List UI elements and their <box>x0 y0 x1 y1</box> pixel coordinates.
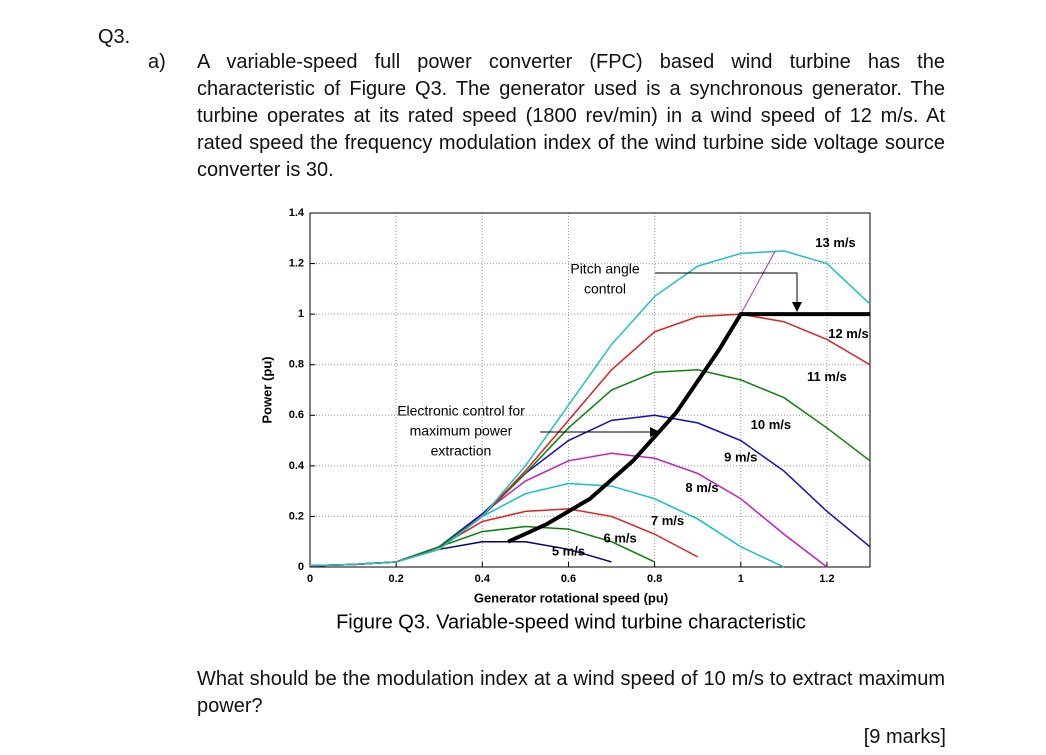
annotation: extraction <box>431 443 492 459</box>
question-text: A variable-speed full power converter (F… <box>197 51 945 181</box>
chart: Generator rotational speed (pu) Power (p… <box>259 207 871 633</box>
marks: [9 marks] <box>863 726 946 748</box>
y-tick-label: 1 <box>298 308 304 320</box>
arrowhead <box>650 427 660 437</box>
x-tick-label: 0.8 <box>647 573 662 585</box>
figure-caption: Figure Q3. Variable-speed wind turbine c… <box>336 611 806 633</box>
series-label: 7 m/s <box>651 513 684 528</box>
arrowhead <box>792 302 802 312</box>
annotation: control <box>584 281 626 297</box>
series-label: 6 m/s <box>604 531 637 546</box>
x-axis-label: Generator rotational speed (pu) <box>474 590 668 605</box>
y-axis-label: Power (pu) <box>259 356 274 423</box>
series-label: 12 m/s <box>828 326 868 341</box>
y-tick-label: 1.4 <box>289 207 305 219</box>
series-label: 8 m/s <box>685 480 718 495</box>
series-line <box>309 414 871 567</box>
series-label: 5 m/s <box>552 543 585 558</box>
annotation: Electronic control for <box>397 403 525 419</box>
annotation-arrow <box>655 272 798 304</box>
y-tick-label: 0.8 <box>289 359 304 371</box>
y-tick-label: 0 <box>298 561 304 573</box>
x-tick-label: 0 <box>307 573 313 585</box>
question-prompt: What should be the modulation index at a… <box>197 668 945 717</box>
x-tick-label: 0.4 <box>475 573 491 585</box>
y-tick-label: 0.2 <box>289 510 304 522</box>
series-label: 9 m/s <box>724 450 757 465</box>
series-label: 13 m/s <box>815 235 855 250</box>
series-label: 11 m/s <box>807 369 847 384</box>
part-label: a) <box>148 51 166 73</box>
annotation: Pitch angle <box>570 261 639 277</box>
series-line <box>309 250 871 567</box>
plot-frame <box>309 212 871 568</box>
series-line <box>309 313 871 567</box>
y-tick-label: 0.6 <box>289 409 304 421</box>
y-tick-label: 0.4 <box>289 460 305 472</box>
x-tick-label: 1.2 <box>819 573 834 585</box>
series-line <box>740 250 776 315</box>
x-tick-label: 0.6 <box>561 573 576 585</box>
series-line <box>309 508 699 567</box>
series-label: 10 m/s <box>751 417 791 432</box>
annotation: maximum power <box>410 423 513 439</box>
series-line <box>507 312 870 544</box>
x-tick-label: 0.2 <box>389 573 404 585</box>
y-tick-label: 1.2 <box>289 257 304 269</box>
x-tick-label: 1 <box>738 573 744 585</box>
question-number: Q3. <box>98 26 131 48</box>
